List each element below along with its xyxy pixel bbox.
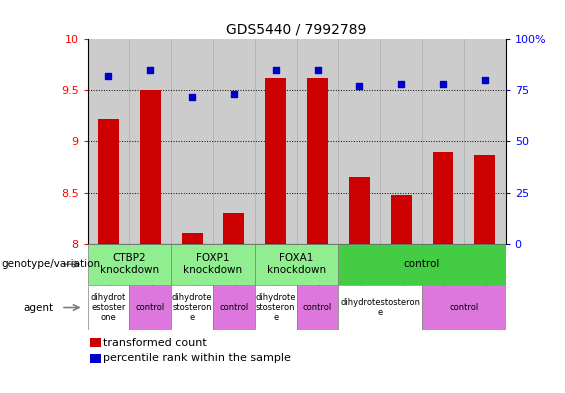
Bar	[349, 177, 370, 244]
Bar	[338, 285, 422, 330]
Point	[229, 91, 238, 97]
Text: genotype/variation: genotype/variation	[1, 259, 100, 269]
Text: control: control	[303, 303, 332, 312]
Bar	[307, 78, 328, 244]
Bar	[129, 285, 171, 330]
Bar	[297, 39, 338, 244]
Text: control: control	[219, 303, 249, 312]
Bar	[88, 244, 171, 285]
Bar	[171, 39, 213, 244]
Bar	[338, 39, 380, 244]
Text: control: control	[449, 303, 479, 312]
Bar	[255, 39, 297, 244]
Bar	[297, 285, 338, 330]
Bar	[171, 285, 213, 330]
Point	[188, 94, 197, 100]
Bar	[422, 39, 464, 244]
Point	[146, 67, 155, 73]
Point	[271, 67, 280, 73]
Text: CTBP2
knockdown: CTBP2 knockdown	[100, 253, 159, 275]
Point	[438, 81, 447, 87]
Text: transformed count: transformed count	[103, 338, 207, 348]
Bar	[182, 233, 202, 244]
Bar	[475, 155, 496, 244]
Point	[355, 83, 364, 90]
Point	[104, 73, 113, 79]
Text: FOXA1
knockdown: FOXA1 knockdown	[267, 253, 326, 275]
Point	[480, 77, 489, 83]
Bar	[255, 244, 338, 285]
Text: control: control	[404, 259, 440, 269]
Point	[313, 67, 322, 73]
Bar	[422, 285, 506, 330]
Text: dihydrote
stosteron
e: dihydrote stosteron e	[255, 293, 296, 322]
Bar	[88, 39, 129, 244]
Bar	[380, 39, 422, 244]
Text: dihydrotestosteron
e: dihydrotestosteron e	[340, 298, 420, 317]
Text: control: control	[136, 303, 165, 312]
Bar	[433, 152, 453, 244]
Bar	[98, 119, 119, 244]
Text: dihydrot
estoster
one: dihydrot estoster one	[91, 293, 126, 322]
Point	[397, 81, 406, 87]
Bar	[88, 285, 129, 330]
Bar	[464, 39, 506, 244]
Bar	[213, 285, 255, 330]
Bar	[171, 244, 255, 285]
Bar	[213, 39, 255, 244]
Bar	[391, 195, 412, 244]
Text: percentile rank within the sample: percentile rank within the sample	[103, 353, 292, 364]
Bar	[224, 213, 244, 244]
Text: dihydrote
stosteron
e: dihydrote stosteron e	[172, 293, 212, 322]
Bar	[129, 39, 171, 244]
Title: GDS5440 / 7992789: GDS5440 / 7992789	[227, 23, 367, 37]
Text: FOXP1
knockdown: FOXP1 knockdown	[184, 253, 242, 275]
Bar	[140, 90, 161, 244]
Bar	[255, 285, 297, 330]
Text: agent: agent	[24, 303, 54, 312]
Bar	[338, 244, 506, 285]
Bar	[266, 78, 286, 244]
